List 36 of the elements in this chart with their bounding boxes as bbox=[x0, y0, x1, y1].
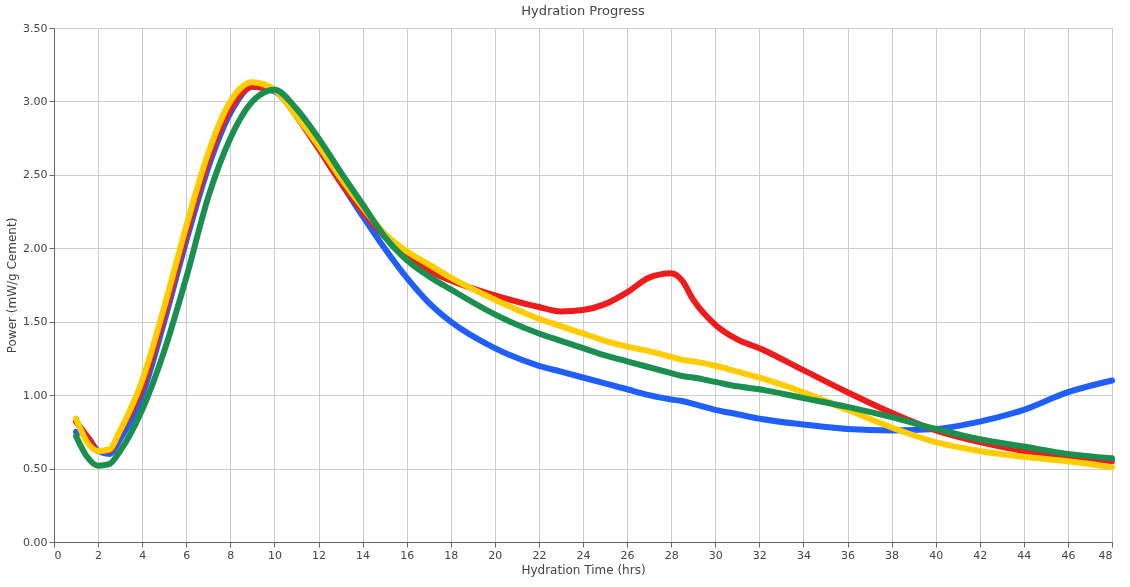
x-tick-label: 48 bbox=[1098, 548, 1113, 562]
x-tick-label: 34 bbox=[796, 548, 811, 562]
x-tick-label: 32 bbox=[752, 548, 767, 562]
x-tick-label: 10 bbox=[267, 548, 282, 562]
x-tick-label: 42 bbox=[973, 548, 988, 562]
y-tick-label: 2.50 bbox=[23, 168, 48, 182]
y-tick-label: 3.00 bbox=[23, 94, 48, 108]
y-tick-label: 0.50 bbox=[23, 462, 48, 476]
x-tick-label: 18 bbox=[444, 548, 459, 562]
x-tick-label: 22 bbox=[532, 548, 547, 562]
x-tick-label: 16 bbox=[400, 548, 415, 562]
y-tick-label: 2.00 bbox=[23, 241, 48, 255]
x-tick-label: 40 bbox=[929, 548, 944, 562]
x-tick-label: 36 bbox=[841, 548, 855, 562]
x-tick-label: 44 bbox=[1017, 548, 1032, 562]
x-tick-label: 20 bbox=[488, 548, 503, 562]
x-axis-title: Hydration Time (hrs) bbox=[521, 562, 646, 577]
chart-title: Hydration Progress bbox=[521, 3, 645, 18]
x-tick-label: 0 bbox=[54, 548, 62, 562]
y-tick-label: 0.00 bbox=[23, 535, 48, 549]
x-tick-label: 28 bbox=[664, 548, 679, 562]
y-axis-title: Power (mW/g Cement) bbox=[5, 217, 20, 354]
y-tick-label: 1.50 bbox=[23, 315, 48, 329]
x-tick-label: 2 bbox=[95, 548, 103, 562]
y-tick-label: 3.50 bbox=[23, 21, 48, 35]
x-tick-label: 30 bbox=[708, 548, 723, 562]
x-tick-label: 6 bbox=[183, 548, 191, 562]
x-tick-label: 8 bbox=[227, 548, 235, 562]
x-tick-label: 46 bbox=[1061, 548, 1076, 562]
y-tick-label: 1.00 bbox=[23, 388, 48, 402]
x-tick-label: 12 bbox=[312, 548, 326, 562]
x-tick-label: 38 bbox=[885, 548, 900, 562]
x-tick-label: 14 bbox=[356, 548, 371, 562]
x-tick-label: 24 bbox=[576, 548, 591, 562]
x-tick-label: 26 bbox=[620, 548, 635, 562]
x-tick-label: 4 bbox=[139, 548, 147, 562]
